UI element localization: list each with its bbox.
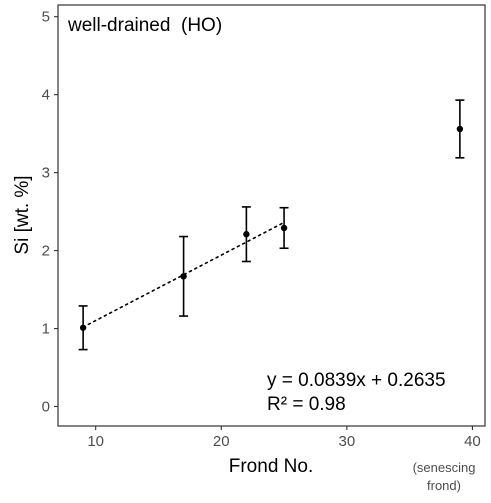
plot-panel-border (57, 4, 486, 427)
data-point (280, 224, 288, 232)
data-point-group (78, 305, 88, 351)
data-point (243, 231, 250, 238)
regression-equation: y = 0.0839x + 0.2635 (267, 370, 446, 391)
senescing-note-line2: frond) (427, 478, 461, 493)
y-tick-label: 4 (42, 87, 50, 104)
data-point (180, 273, 187, 280)
y-axis-title: Si [wt. %] (12, 175, 33, 254)
r-squared: R² = 0.98 (267, 394, 346, 415)
x-axis: 10 20 30 40 (87, 426, 481, 450)
senescing-note-line1: (senescing (413, 460, 476, 475)
data-point-group (179, 235, 189, 317)
data-point (79, 324, 87, 331)
y-tick-label: 1 (42, 321, 50, 338)
y-tick-label: 5 (42, 9, 50, 26)
y-axis: 0 1 2 3 4 5 (42, 9, 58, 416)
x-tick-label: 10 (87, 433, 104, 450)
data-point (456, 125, 464, 133)
x-tick-label: 20 (213, 433, 230, 450)
data-point-group (279, 206, 289, 250)
data-point-group (241, 206, 251, 263)
y-tick-label: 2 (42, 243, 50, 260)
data-point-group (455, 99, 465, 159)
data-points-layer (78, 99, 465, 351)
y-tick-label: 3 (42, 165, 50, 182)
panel-title: well-drained (HO) (67, 15, 222, 36)
x-tick-label: 40 (464, 433, 481, 450)
y-tick-label: 0 (42, 399, 50, 416)
x-tick-label: 30 (339, 433, 356, 450)
x-axis-title: Frond No. (229, 456, 313, 477)
